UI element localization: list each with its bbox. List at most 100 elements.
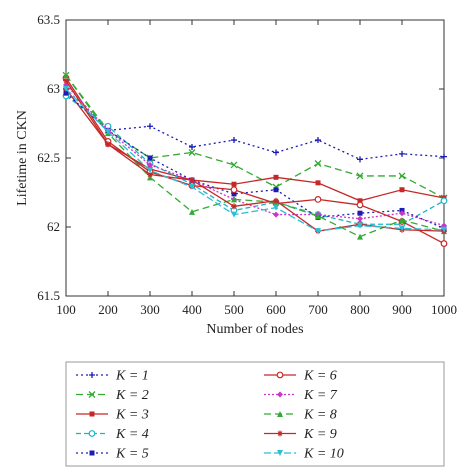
- legend-label: K = 1: [115, 369, 149, 384]
- legend-marker: [89, 411, 95, 417]
- data-point: [231, 181, 237, 187]
- data-point: [188, 149, 196, 156]
- plot-frame: [65, 19, 445, 297]
- series-10: [63, 86, 447, 235]
- data-point: [357, 222, 363, 229]
- data-point: [273, 149, 279, 156]
- legend-label: K = 6: [303, 369, 337, 384]
- legend-label: K = 2: [115, 388, 149, 403]
- data-point: [399, 150, 405, 157]
- series-line: [65, 88, 445, 161]
- legend-item: K = 6: [264, 369, 337, 384]
- series-line: [65, 77, 445, 245]
- y-tick-label: 61.5: [37, 288, 60, 303]
- legend-item: K = 4: [76, 427, 149, 442]
- series-line: [65, 88, 445, 202]
- data-point: [189, 143, 195, 150]
- series-line: [65, 74, 445, 238]
- x-tick-label: 300: [140, 302, 160, 317]
- data-point: [314, 160, 322, 167]
- x-tick-label: 700: [308, 302, 328, 317]
- data-point: [315, 228, 321, 235]
- x-tick-label: 600: [266, 302, 286, 317]
- legend-marker: [277, 430, 283, 437]
- data-point: [357, 233, 363, 240]
- x-tick-label: 800: [350, 302, 370, 317]
- series-line: [65, 88, 445, 232]
- data-point: [147, 171, 153, 178]
- data-point: [273, 211, 279, 218]
- data-point: [63, 77, 69, 84]
- data-point: [231, 137, 237, 144]
- legend-label: K = 4: [115, 427, 149, 442]
- data-point: [356, 201, 364, 209]
- data-point: [356, 172, 364, 180]
- legend-marker: [89, 372, 95, 378]
- data-point: [399, 225, 405, 232]
- data-point: [357, 210, 363, 216]
- legend-item: K = 1: [76, 369, 149, 384]
- data-point: [231, 211, 237, 218]
- series-6: [62, 74, 448, 247]
- legend-item: K = 3: [76, 408, 149, 423]
- x-tick-label: 500: [224, 302, 244, 317]
- data-point: [315, 180, 321, 186]
- data-point: [357, 198, 363, 204]
- data-point: [63, 72, 69, 79]
- data-point: [357, 215, 363, 222]
- legend-marker: [89, 450, 95, 456]
- legend-item: K = 8: [264, 408, 337, 423]
- data-point: [231, 203, 237, 210]
- legend-label: K = 3: [115, 408, 149, 423]
- x-tick-label: 200: [98, 302, 118, 317]
- x-axis-ticks: 100 200 300 400 500 600 700 800 900 1000: [56, 20, 457, 317]
- data-point: [315, 212, 321, 219]
- legend-item: K = 2: [76, 388, 149, 403]
- x-tick-label: 100: [56, 302, 76, 317]
- data-point: [231, 196, 237, 203]
- legend-marker: [277, 411, 283, 417]
- data-point: [314, 195, 322, 203]
- legend: K = 1 K = 2 K = 3 K = 4 K = 5 K = 6 K = 7 K = 8…: [76, 369, 344, 462]
- legend-item: K = 7: [264, 388, 338, 403]
- legend-item: K = 5: [76, 447, 149, 462]
- legend-label: K = 5: [115, 447, 149, 462]
- series-line: [65, 92, 445, 229]
- legend-marker: [276, 371, 284, 379]
- y-tick-label: 63: [47, 81, 60, 96]
- legend-marker: [277, 450, 283, 456]
- data-point: [273, 187, 279, 193]
- x-tick-label: 1000: [431, 302, 457, 317]
- data-point: [273, 174, 279, 180]
- data-point: [398, 172, 406, 180]
- data-point: [147, 167, 153, 174]
- series-7: [63, 81, 447, 229]
- series-3: [63, 86, 447, 204]
- data-point: [147, 161, 153, 168]
- data-point: [441, 153, 447, 160]
- legend-item: K = 10: [264, 447, 344, 462]
- data-point: [399, 210, 405, 217]
- data-point: [189, 208, 195, 215]
- data-point: [357, 156, 363, 163]
- data-point: [230, 186, 238, 194]
- series-line: [65, 74, 445, 199]
- y-tick-label: 63.5: [37, 12, 60, 27]
- data-point: [189, 183, 195, 190]
- data-point: [231, 191, 237, 197]
- data-point: [105, 128, 111, 135]
- x-tick-label: 900: [392, 302, 412, 317]
- data-point: [63, 90, 69, 96]
- legend-marker: [88, 391, 96, 398]
- data-point: [147, 123, 153, 130]
- legend-label: K = 8: [303, 408, 337, 423]
- data-point: [315, 137, 321, 144]
- x-tick-label: 400: [182, 302, 202, 317]
- data-point: [399, 187, 405, 193]
- data-point: [63, 86, 69, 92]
- y-tick-label: 62: [47, 219, 60, 234]
- data-point: [440, 240, 448, 247]
- y-axis-ticks: 61.5 62 62.5 63 63.5: [37, 12, 444, 303]
- legend-box: [65, 361, 445, 467]
- series-5: [63, 90, 447, 231]
